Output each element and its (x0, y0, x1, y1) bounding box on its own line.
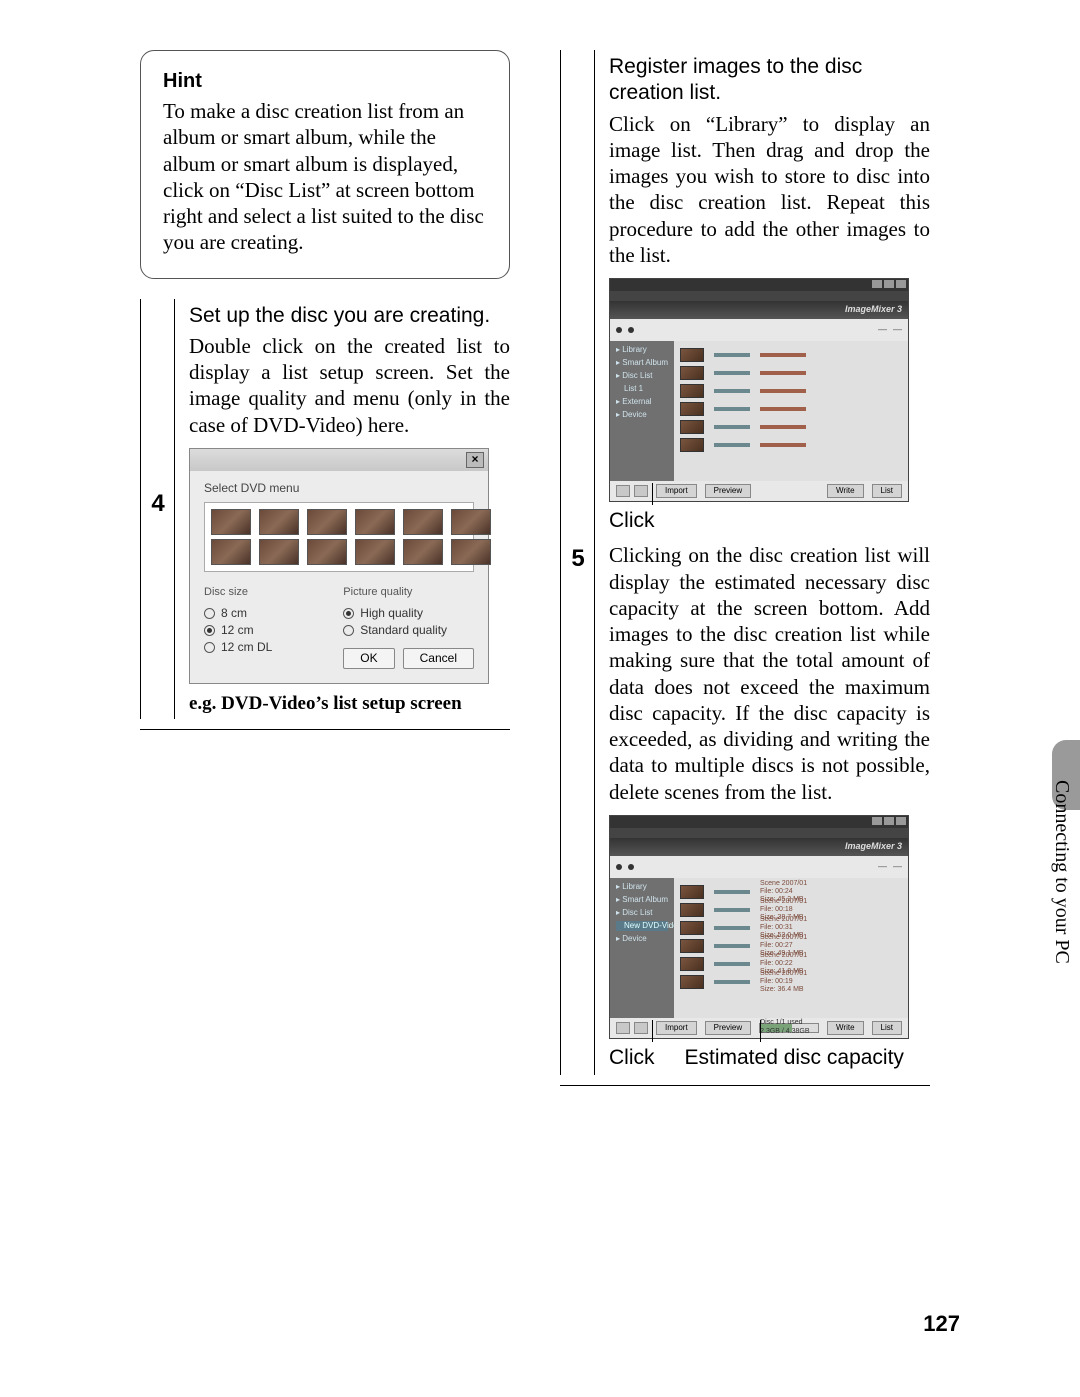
app-main-list[interactable] (674, 341, 908, 481)
footer-button[interactable]: Write (827, 484, 864, 498)
dialog-titlebar: × (190, 449, 488, 471)
dvd-menu-label: Select DVD menu (204, 481, 474, 496)
app-titlebar (610, 816, 908, 828)
app-titlebar (610, 279, 908, 291)
radio-8cm[interactable]: 8 cm (204, 606, 333, 621)
app-main-list[interactable]: Scene 2007/01File: 00:24Size: 45.2 MB Sc… (674, 878, 908, 1018)
step-5-register: Register images to the disc creation lis… (560, 50, 930, 538)
radio-12cm-label: 12 cm (221, 623, 254, 638)
radio-high-quality-label: High quality (360, 606, 423, 621)
picture-quality-label: Picture quality (343, 586, 474, 600)
dvd-menu-thumbnails[interactable] (204, 502, 474, 572)
radio-high-quality[interactable]: High quality (343, 606, 474, 621)
step-4-underline (140, 729, 510, 730)
step-number-spacer (561, 50, 595, 538)
app-brandbar: ImageMixer 3 (610, 838, 908, 856)
radio-12cm-dl[interactable]: 12 cm DL (204, 640, 333, 655)
library-screenshot: ImageMixer 3 —— ▸ Library ▸ Smart Album … (609, 278, 909, 502)
click-annotation-2: Click (609, 1045, 655, 1071)
footer-button[interactable]: Preview (705, 484, 751, 498)
app-menubar (610, 828, 908, 838)
radio-12cm[interactable]: 12 cm (204, 623, 333, 638)
app-toolbar: —— (610, 319, 908, 341)
step-5-capacity-content: Clicking on the disc creation list will … (595, 538, 930, 1075)
app-menubar (610, 291, 908, 301)
step-5-register-heading: Register images to the disc creation lis… (609, 54, 930, 107)
step-4-heading: Set up the disc you are creating. (189, 303, 510, 329)
step-4: 4 Set up the disc you are creating. Doub… (140, 299, 510, 720)
page-content: Hint To make a disc creation list from a… (140, 50, 930, 1086)
callout-line-icon (760, 1020, 761, 1042)
section-thumb-tab: Connecting to your PC (1038, 740, 1080, 1020)
estimated-capacity-annotation: Estimated disc capacity (685, 1045, 904, 1071)
step-4-content: Set up the disc you are creating. Double… (175, 299, 510, 720)
footer-button[interactable]: Import (656, 1021, 697, 1035)
app-toolbar: —— (610, 856, 908, 878)
step-5-underline (560, 1085, 930, 1086)
section-name: Connecting to your PC (1049, 780, 1074, 964)
cancel-button[interactable]: Cancel (403, 648, 474, 669)
capacity-screenshot: ImageMixer 3 —— ▸ Library ▸ Smart Album … (609, 815, 909, 1039)
radio-standard-quality[interactable]: Standard quality (343, 623, 474, 638)
radio-8cm-label: 8 cm (221, 606, 247, 621)
radio-standard-quality-label: Standard quality (360, 623, 447, 638)
app-sidebar[interactable]: ▸ Library ▸ Smart Album ▸ Disc List New … (610, 878, 674, 1018)
hint-box: Hint To make a disc creation list from a… (140, 50, 510, 279)
step-4-body: Double click on the created list to disp… (189, 333, 510, 438)
picture-quality-group: Picture quality High quality Standard qu… (343, 586, 474, 669)
disc-size-label: Disc size (204, 586, 333, 600)
step-4-caption: e.g. DVD-Video’s list setup screen (189, 692, 510, 716)
footer-button[interactable]: Preview (705, 1021, 751, 1035)
right-column: Register images to the disc creation lis… (560, 50, 930, 1086)
disc-size-group: Disc size 8 cm 12 cm 12 cm DL (204, 586, 333, 669)
app-footer: Import Preview Write List (610, 481, 908, 501)
app-sidebar[interactable]: ▸ Library ▸ Smart Album ▸ Disc List List… (610, 341, 674, 481)
callout-line-icon (652, 1020, 653, 1042)
step-5-capacity: 5 Clicking on the disc creation list wil… (560, 538, 930, 1075)
click-annotation-1: Click (609, 508, 930, 534)
capacity-bar: Disc 1/1 used 2.3GB / 4.38GB (759, 1023, 819, 1033)
step-number: 4 (141, 299, 175, 720)
step-5-register-body: Click on “Library” to display an image l… (609, 111, 930, 269)
footer-button[interactable]: Write (827, 1021, 864, 1035)
footer-button[interactable]: List (872, 1021, 902, 1035)
dialog-body: Select DVD menu Disc size (190, 471, 488, 683)
close-icon[interactable]: × (466, 452, 484, 468)
step-number: 5 (561, 538, 595, 1075)
step-5-capacity-body: Clicking on the disc creation list will … (609, 542, 930, 805)
footer-button[interactable]: Import (656, 484, 697, 498)
page-number: 127 (923, 1310, 960, 1338)
app-footer: Import Preview Disc 1/1 used 2.3GB / 4.3… (610, 1018, 908, 1038)
left-column: Hint To make a disc creation list from a… (140, 50, 510, 1086)
dvd-setup-dialog: × Select DVD menu (189, 448, 489, 684)
footer-button[interactable]: List (872, 484, 902, 498)
hint-title: Hint (163, 69, 487, 94)
ok-button[interactable]: OK (343, 648, 394, 669)
callout-line-icon (652, 483, 653, 505)
radio-12cm-dl-label: 12 cm DL (221, 640, 272, 655)
app-brandbar: ImageMixer 3 (610, 301, 908, 319)
step-5-register-content: Register images to the disc creation lis… (595, 50, 930, 538)
hint-body: To make a disc creation list from an alb… (163, 98, 487, 256)
